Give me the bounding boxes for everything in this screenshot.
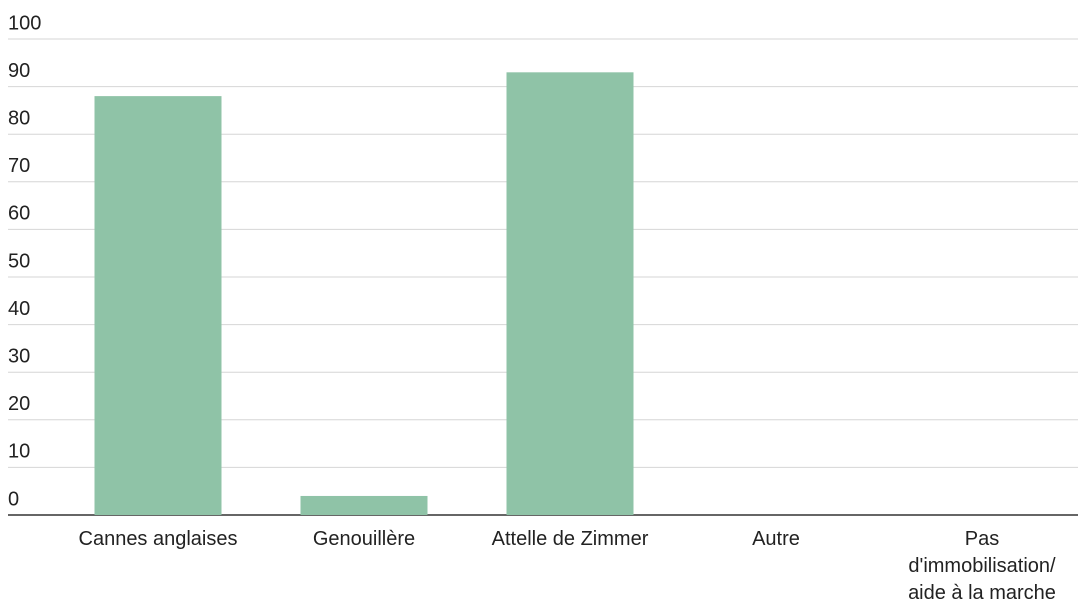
y-tick-label: 20: [8, 393, 30, 415]
y-tick-label: 70: [8, 155, 30, 177]
x-tick-label: Attelle de Zimmer: [491, 528, 649, 550]
y-tick-label: 60: [8, 203, 30, 225]
y-tick-label: 10: [8, 441, 30, 463]
x-tick-label: Pas d'immobilisation/ aide à la marche: [908, 528, 1056, 604]
x-tick-label: Autre: [752, 528, 800, 550]
y-tick-label: 80: [8, 107, 30, 129]
y-tick-label: 40: [8, 298, 30, 320]
bar: [300, 495, 428, 515]
y-tick-label: 90: [8, 60, 30, 82]
y-tick-label: 100: [8, 12, 41, 34]
y-tick-label: 0: [8, 488, 19, 510]
y-tick-label: 50: [8, 250, 30, 272]
bar: [506, 72, 634, 515]
bar: [94, 96, 222, 516]
x-tick-label: Cannes anglaises: [78, 528, 238, 550]
x-tick-label: Genouillère: [312, 528, 416, 550]
y-tick-label: 30: [8, 345, 30, 367]
